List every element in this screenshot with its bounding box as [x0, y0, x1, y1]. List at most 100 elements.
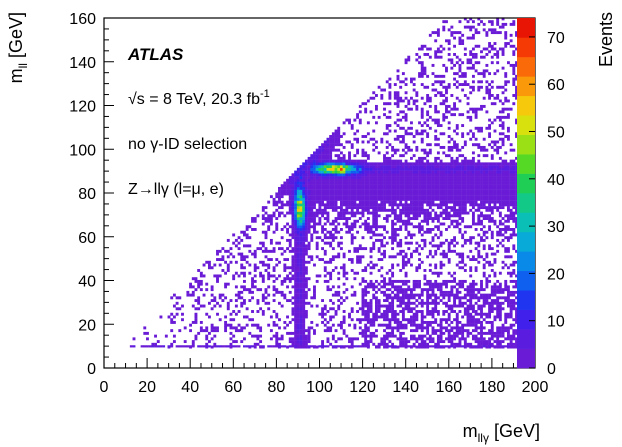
heatmap-cell [337, 222, 341, 226]
heatmap-cell [388, 340, 392, 344]
heatmap-cell [345, 170, 349, 174]
heatmap-cell [471, 211, 475, 215]
heatmap-cell [428, 206, 432, 210]
heatmap-cell [428, 176, 432, 179]
heatmap-cell [291, 233, 295, 237]
heatmap-cell [364, 228, 368, 231]
heatmap-cell [450, 293, 454, 297]
heatmap-cell [434, 214, 438, 218]
heatmap-cell [501, 331, 505, 335]
heatmap-cell [399, 296, 403, 300]
heatmap-cell [229, 260, 233, 264]
heatmap-cell [374, 299, 378, 303]
heatmap-cell [331, 184, 335, 188]
heatmap-cell [315, 236, 319, 240]
heatmap-cell [234, 312, 238, 316]
heatmap-cell [485, 148, 489, 152]
heatmap-cell [401, 184, 405, 188]
heatmap-cell [434, 342, 438, 346]
heatmap-cell [509, 44, 513, 48]
heatmap-cell [439, 299, 443, 303]
heatmap-cell [248, 271, 252, 275]
heatmap-cell [331, 159, 335, 163]
heatmap-cell [374, 162, 378, 166]
heatmap-cell [461, 189, 465, 193]
heatmap-cell [334, 189, 338, 193]
heatmap-cell [307, 206, 311, 210]
heatmap-cell [407, 55, 411, 59]
heatmap-cell [342, 170, 346, 174]
heatmap-cell [458, 31, 462, 35]
heatmap-cell [237, 290, 241, 294]
heatmap-cell [366, 230, 370, 234]
heatmap-cell [329, 176, 333, 179]
heatmap-cell [194, 307, 198, 311]
heatmap-cell [342, 200, 346, 204]
heatmap-cell [428, 282, 432, 286]
heatmap-cell [366, 156, 370, 160]
heatmap-cell [515, 186, 518, 190]
heatmap-cell [296, 241, 300, 245]
heatmap-cell [407, 345, 411, 348]
heatmap-cell [482, 271, 486, 275]
heatmap-cell [431, 208, 435, 212]
heatmap-cell [410, 132, 413, 136]
heatmap-cell [431, 244, 435, 248]
heatmap-cell [334, 329, 338, 333]
heatmap-cell [299, 167, 303, 171]
heatmap-cell [469, 189, 473, 193]
heatmap-cell [506, 271, 510, 275]
heatmap-cell [296, 225, 300, 229]
heatmap-cell [388, 323, 392, 327]
heatmap-cell [453, 113, 456, 117]
heatmap-cell [404, 222, 408, 226]
heatmap-cell [267, 225, 271, 229]
heatmap-cell [439, 337, 443, 341]
heatmap-cell [372, 178, 376, 182]
heatmap-cell [439, 74, 443, 78]
heatmap-cell [399, 159, 403, 163]
heatmap-cell [480, 72, 483, 76]
heatmap-cell [278, 290, 281, 294]
heatmap-cell [264, 217, 268, 220]
heatmap-cell [412, 296, 416, 300]
heatmap-cell [498, 310, 502, 313]
heatmap-cell [415, 293, 419, 297]
heatmap-cell [199, 274, 203, 278]
heatmap-cell [474, 296, 478, 300]
heatmap-cell [388, 165, 392, 169]
heatmap-cell [377, 151, 381, 155]
heatmap-cell [337, 156, 341, 160]
heatmap-cell [372, 167, 376, 171]
heatmap-cell [461, 301, 465, 305]
heatmap-cell [302, 247, 306, 251]
heatmap-cell [372, 296, 376, 300]
heatmap-cell [313, 189, 316, 193]
heatmap-cell [256, 342, 260, 346]
heatmap-cell [496, 17, 500, 21]
heatmap-cell [436, 329, 440, 333]
heatmap-cell [493, 288, 497, 292]
heatmap-cell [358, 320, 362, 324]
heatmap-cell [377, 315, 381, 319]
heatmap-cell [463, 184, 467, 188]
heatmap-cell [488, 143, 492, 147]
heatmap-cell [261, 312, 265, 316]
heatmap-cell [410, 156, 413, 160]
heatmap-cell [442, 211, 446, 215]
heatmap-cell [455, 293, 459, 297]
heatmap-cell [353, 159, 357, 163]
heatmap-cell [304, 312, 308, 316]
heatmap-cell [197, 296, 201, 300]
heatmap-cell [356, 189, 360, 193]
heatmap-cell [501, 244, 505, 248]
heatmap-cell [350, 258, 354, 262]
heatmap-cell [434, 252, 438, 256]
heatmap-cell [218, 293, 222, 297]
heatmap-cell [374, 170, 378, 174]
heatmap-cell [380, 88, 384, 92]
heatmap-cell [426, 96, 430, 100]
heatmap-cell [447, 189, 451, 193]
heatmap-cell [304, 345, 308, 349]
heatmap-cell [348, 165, 351, 169]
